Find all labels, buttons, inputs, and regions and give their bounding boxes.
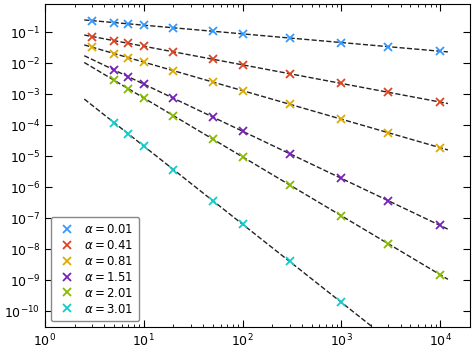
- $\alpha = 3.01$: [386, 337, 392, 342]
- $\alpha = 0.41$: [111, 38, 117, 43]
- $\alpha = 1.51$: [386, 199, 392, 203]
- $\alpha = 3.01$: [126, 132, 131, 136]
- $\alpha = 2.01$: [141, 96, 146, 100]
- $\alpha = 0.41$: [210, 57, 216, 61]
- $\alpha = 0.41$: [437, 100, 443, 104]
- $\alpha = 1.51$: [141, 82, 146, 86]
- $\alpha = 2.01$: [126, 87, 131, 91]
- $\alpha = 0.81$: [89, 45, 95, 49]
- $\alpha = 0.81$: [386, 131, 392, 135]
- $\alpha = 0.01$: [171, 26, 176, 30]
- $\alpha = 0.01$: [240, 32, 246, 36]
- Legend: $\alpha = 0.01$, $\alpha = 0.41$, $\alpha = 0.81$, $\alpha = 1.51$, $\alpha = 2.: $\alpha = 0.01$, $\alpha = 0.41$, $\alph…: [51, 217, 139, 322]
- $\alpha = 2.01$: [287, 183, 292, 187]
- $\alpha = 1.51$: [240, 129, 246, 133]
- Line: $\alpha = 0.01$: $\alpha = 0.01$: [88, 17, 444, 55]
- Line: $\alpha = 1.51$: $\alpha = 1.51$: [110, 66, 444, 229]
- $\alpha = 1.51$: [338, 176, 344, 180]
- $\alpha = 0.41$: [240, 63, 246, 67]
- $\alpha = 0.81$: [171, 68, 176, 73]
- $\alpha = 1.51$: [171, 96, 176, 100]
- $\alpha = 2.01$: [171, 114, 176, 118]
- $\alpha = 0.01$: [338, 41, 344, 45]
- Line: $\alpha = 3.01$: $\alpha = 3.01$: [110, 119, 392, 343]
- $\alpha = 3.01$: [171, 167, 176, 172]
- $\alpha = 2.01$: [338, 214, 344, 218]
- $\alpha = 0.81$: [437, 145, 443, 150]
- $\alpha = 0.81$: [126, 55, 131, 60]
- $\alpha = 2.01$: [386, 242, 392, 246]
- $\alpha = 0.01$: [126, 22, 131, 26]
- $\alpha = 2.01$: [210, 137, 216, 141]
- $\alpha = 3.01$: [338, 300, 344, 304]
- $\alpha = 0.41$: [141, 44, 146, 48]
- $\alpha = 0.81$: [210, 80, 216, 84]
- $\alpha = 0.01$: [437, 49, 443, 53]
- $\alpha = 3.01$: [111, 120, 117, 125]
- $\alpha = 0.81$: [240, 89, 246, 93]
- $\alpha = 0.01$: [287, 36, 292, 40]
- $\alpha = 0.41$: [126, 41, 131, 46]
- $\alpha = 3.01$: [141, 144, 146, 148]
- $\alpha = 0.41$: [338, 81, 344, 85]
- Line: $\alpha = 0.41$: $\alpha = 0.41$: [88, 33, 444, 106]
- $\alpha = 0.81$: [287, 102, 292, 106]
- $\alpha = 0.81$: [338, 117, 344, 121]
- $\alpha = 0.41$: [171, 50, 176, 54]
- $\alpha = 2.01$: [240, 155, 246, 159]
- $\alpha = 1.51$: [111, 68, 117, 72]
- $\alpha = 2.01$: [111, 78, 117, 82]
- $\alpha = 1.51$: [287, 151, 292, 156]
- $\alpha = 0.41$: [287, 72, 292, 76]
- $\alpha = 1.51$: [437, 223, 443, 228]
- $\alpha = 1.51$: [126, 75, 131, 79]
- $\alpha = 1.51$: [210, 115, 216, 119]
- Line: $\alpha = 0.81$: $\alpha = 0.81$: [88, 43, 444, 151]
- $\alpha = 0.01$: [89, 18, 95, 23]
- Line: $\alpha = 2.01$: $\alpha = 2.01$: [110, 76, 444, 279]
- $\alpha = 3.01$: [210, 199, 216, 203]
- $\alpha = 2.01$: [437, 273, 443, 277]
- $\alpha = 0.01$: [386, 44, 392, 49]
- $\alpha = 0.81$: [111, 52, 117, 56]
- $\alpha = 3.01$: [240, 222, 246, 226]
- $\alpha = 0.41$: [386, 90, 392, 94]
- $\alpha = 0.41$: [89, 34, 95, 38]
- $\alpha = 3.01$: [287, 259, 292, 264]
- $\alpha = 0.81$: [141, 60, 146, 64]
- $\alpha = 0.01$: [141, 23, 146, 27]
- $\alpha = 0.01$: [111, 20, 117, 25]
- $\alpha = 0.01$: [210, 29, 216, 34]
